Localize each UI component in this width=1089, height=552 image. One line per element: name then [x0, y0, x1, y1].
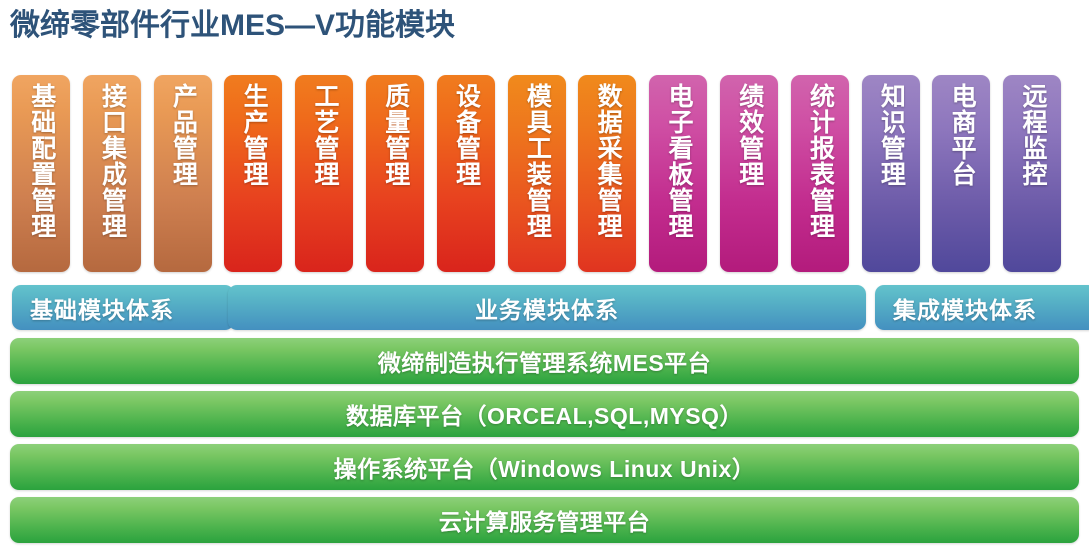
module-label: 统计报表管理: [806, 83, 835, 239]
module-box-13[interactable]: 知识管理: [861, 75, 920, 272]
module-label: 知识管理: [877, 83, 906, 187]
category-label: 集成模块体系: [893, 296, 1037, 323]
module-columns-row: 基础配置管理 接口集成管理 产品管理 生产管理 工艺管理 质量管理 设备管理 模具工装管理 数据…: [0, 75, 1089, 272]
category-bar-1[interactable]: 基础模块体系: [12, 285, 234, 330]
module-label: 设备管理: [452, 83, 481, 187]
platform-bar-3[interactable]: 操作系统平台（Windows Linux Unix）: [10, 444, 1079, 490]
module-box-10[interactable]: 电子看板管理: [649, 75, 708, 272]
module-box-14[interactable]: 电商平台: [932, 75, 991, 272]
category-bar-2[interactable]: 业务模块体系: [228, 285, 866, 330]
platform-label: 操作系统平台（Windows Linux Unix）: [333, 456, 756, 482]
platform-bar-1[interactable]: 微缔制造执行管理系统MES平台: [10, 338, 1079, 384]
module-label: 数据采集管理: [594, 83, 623, 239]
platform-label: 数据库平台（ORCEAL,SQL,MYSQ）: [346, 403, 743, 429]
module-box-8[interactable]: 模具工装管理: [507, 75, 566, 272]
category-label: 业务模块体系: [475, 296, 619, 323]
module-box-12[interactable]: 统计报表管理: [790, 75, 849, 272]
category-bars-row: 基础模块体系 业务模块体系 集成模块体系: [0, 285, 1089, 330]
module-label: 基础配置管理: [27, 83, 56, 239]
module-box-2[interactable]: 接口集成管理: [82, 75, 141, 272]
platform-bar-2[interactable]: 数据库平台（ORCEAL,SQL,MYSQ）: [10, 391, 1079, 437]
module-label: 工艺管理: [310, 83, 339, 187]
platform-label: 云计算服务管理平台: [438, 509, 651, 535]
platform-bar-4[interactable]: 云计算服务管理平台: [10, 497, 1079, 543]
module-label: 产品管理: [169, 83, 198, 187]
module-box-1[interactable]: 基础配置管理: [12, 75, 70, 272]
module-label: 绩效管理: [735, 83, 764, 187]
category-bar-3[interactable]: 集成模块体系: [875, 285, 1089, 330]
platform-bars-stack: 微缔制造执行管理系统MES平台数据库平台（ORCEAL,SQL,MYSQ） 操作系…: [10, 338, 1079, 550]
module-label: 电子看板管理: [664, 83, 693, 239]
module-box-4[interactable]: 生产管理: [224, 75, 283, 272]
category-label: 基础模块体系: [30, 296, 174, 323]
module-label: 远程监控: [1018, 83, 1047, 187]
module-box-3[interactable]: 产品管理: [153, 75, 212, 272]
module-label: 电商平台: [948, 83, 977, 187]
module-box-11[interactable]: 绩效管理: [720, 75, 778, 272]
module-box-5[interactable]: 工艺管理: [295, 75, 354, 272]
platform-label: 微缔制造执行管理系统MES平台: [377, 350, 712, 376]
module-box-9[interactable]: 数据采集管理: [578, 75, 637, 272]
module-label: 质量管理: [381, 83, 410, 187]
module-label: 模具工装管理: [523, 83, 552, 239]
module-box-15[interactable]: 远程监控: [1003, 75, 1062, 272]
module-box-7[interactable]: 设备管理: [436, 75, 495, 272]
page-title: 微缔零部件行业MES—V功能模块: [10, 9, 456, 42]
module-label: 生产管理: [240, 83, 269, 187]
module-label: 接口集成管理: [98, 83, 127, 239]
module-box-6[interactable]: 质量管理: [366, 75, 424, 272]
